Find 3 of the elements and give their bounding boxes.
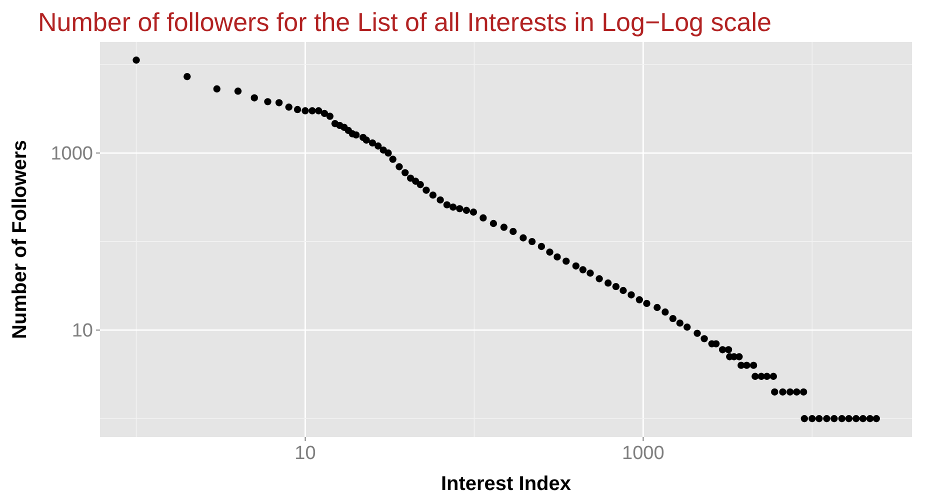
x-axis-title: Interest Index <box>440 473 572 495</box>
chart-title: Number of followers for the List of all Interests in Log−Log scale <box>38 7 772 37</box>
y-axis-title: Number of Followers <box>9 140 31 339</box>
